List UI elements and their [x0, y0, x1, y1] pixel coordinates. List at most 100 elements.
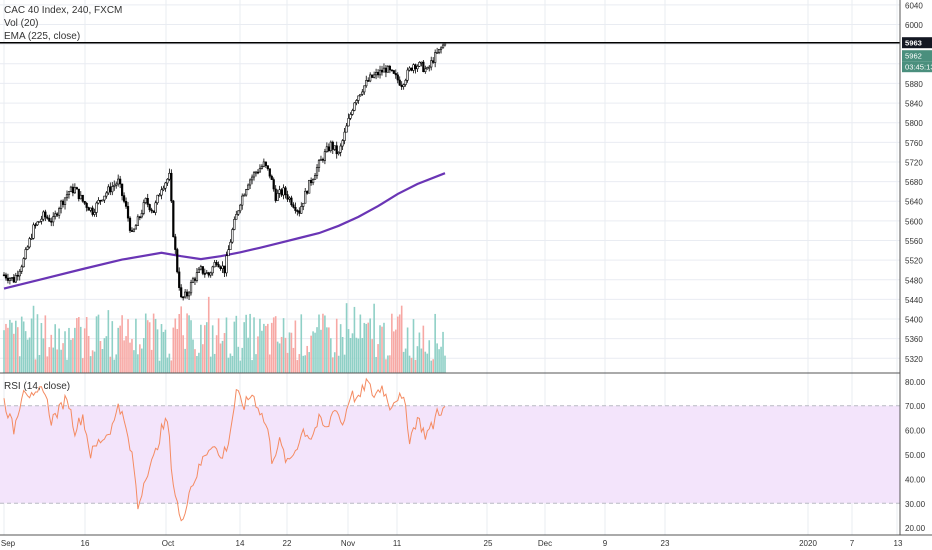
candle-body — [241, 195, 244, 206]
candle-body — [274, 188, 277, 201]
volume-bar — [434, 313, 436, 373]
candle-body — [54, 213, 57, 218]
candle-body — [195, 272, 199, 281]
candle-body — [365, 80, 368, 87]
volume-bar — [292, 347, 295, 373]
volume-bar — [125, 336, 127, 373]
candle-body — [278, 189, 281, 194]
ema-line — [3, 172, 446, 290]
volume-bar — [178, 314, 181, 373]
volume-bar — [322, 313, 324, 373]
volume-bar — [95, 316, 98, 373]
volume-bar — [64, 331, 66, 373]
volume-bar — [268, 354, 271, 373]
candle-body — [89, 207, 92, 211]
candle-body — [111, 186, 114, 193]
price-tick-label: 5880 — [905, 80, 923, 89]
time-tick-label: 11 — [393, 539, 402, 548]
volume-bar — [284, 337, 287, 373]
volume-bar — [76, 318, 78, 373]
volume-bar — [109, 356, 112, 373]
volume-bar — [237, 346, 240, 373]
volume-bar — [66, 359, 68, 373]
volume-bar — [15, 320, 17, 373]
candle-body — [109, 186, 112, 193]
volume-bar — [113, 359, 116, 373]
legend-volume[interactable]: Vol (20) — [4, 18, 39, 29]
volume-bar — [105, 336, 108, 373]
price-tag-box — [902, 50, 932, 62]
volume-bar — [316, 327, 318, 373]
candle-body — [252, 172, 256, 178]
candle-body — [180, 287, 183, 298]
candle-body — [75, 187, 78, 190]
candle-body — [34, 224, 37, 227]
candle-body — [20, 266, 23, 272]
candle-body — [79, 194, 82, 200]
volume-bar — [225, 317, 228, 373]
volume-bar — [255, 354, 257, 373]
volume-bar — [217, 318, 220, 373]
volume-bar — [351, 333, 354, 373]
legend-rsi[interactable]: RSI (14, close) — [4, 381, 71, 392]
candle-body — [235, 214, 238, 220]
volume-bar — [3, 330, 5, 373]
candle-body — [207, 272, 210, 276]
candle-body — [101, 199, 104, 202]
volume-bar — [290, 332, 293, 373]
volume-bar — [146, 320, 149, 373]
volume-bar — [442, 331, 444, 373]
candle-body — [18, 271, 21, 277]
legend-symbol[interactable]: CAC 40 Index, 240, FXCM — [4, 5, 123, 16]
volume-bar — [148, 322, 151, 373]
candle-body — [329, 141, 332, 152]
volume-bar — [343, 354, 346, 373]
candle-body — [337, 151, 340, 155]
volume-bar — [223, 333, 226, 373]
volume-bar — [267, 323, 269, 373]
volume-bar — [200, 324, 202, 373]
volume-bar — [154, 318, 157, 373]
candle-body — [311, 179, 315, 184]
volume-bar — [304, 355, 307, 373]
candle-body — [398, 79, 401, 86]
candle-body — [8, 278, 12, 281]
price-tags: 5963 5962 03:45:13 — [902, 37, 932, 73]
volume-bar — [241, 347, 244, 373]
candle-body — [191, 278, 195, 283]
candle-body — [42, 211, 45, 220]
candle-body — [77, 188, 80, 200]
volume-bar — [135, 318, 137, 373]
candle-body — [142, 202, 145, 214]
candle-body — [128, 217, 132, 231]
price-tag-box — [902, 37, 932, 49]
volume-bar — [286, 352, 289, 373]
volume-bar — [196, 355, 198, 373]
candle-body — [164, 182, 167, 189]
volume-bar — [144, 313, 147, 373]
candle-body — [225, 255, 228, 274]
candle-body — [394, 73, 397, 76]
legend-ema[interactable]: EMA (225, close) — [4, 31, 81, 42]
volume-bar — [184, 348, 186, 373]
price-tick-label: 6000 — [905, 21, 923, 30]
volume-bar — [235, 315, 238, 373]
candlesticks[interactable] — [2, 42, 447, 301]
rsi-tick-label: 70.00 — [905, 402, 926, 411]
volume-bar — [176, 328, 179, 373]
candle-body — [38, 220, 41, 223]
volume-bar — [375, 356, 377, 373]
volume-bar — [24, 331, 27, 373]
volume-bar — [331, 357, 334, 373]
time-tick-label: 9 — [603, 539, 608, 548]
price-tick-label: 5760 — [905, 139, 923, 148]
volume-bar — [91, 350, 94, 373]
volume-bar — [253, 317, 255, 373]
volume-bar — [70, 339, 72, 373]
candle-body — [227, 249, 230, 257]
candle-body — [170, 172, 173, 202]
volume-bar — [308, 352, 310, 373]
volume-bar — [302, 355, 305, 373]
volume-bar — [387, 355, 389, 373]
